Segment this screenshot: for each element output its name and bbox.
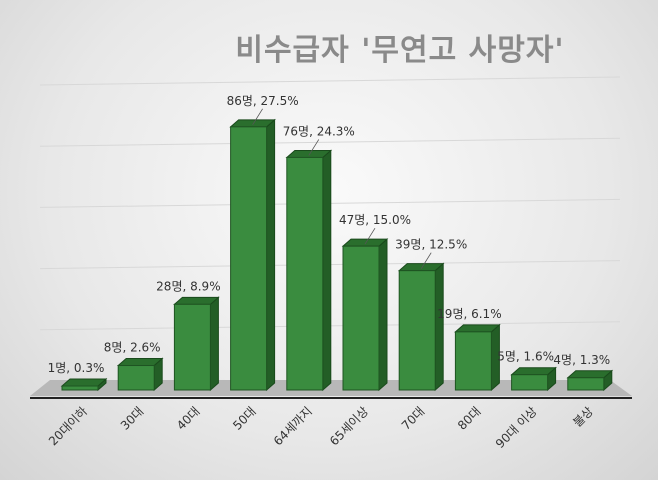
bar-front bbox=[117, 365, 155, 391]
data-label: 8명, 2.6% bbox=[104, 341, 161, 355]
bar-top bbox=[397, 263, 445, 272]
bar-side bbox=[266, 118, 276, 392]
data-label: 4명, 1.3% bbox=[553, 353, 610, 367]
bar-front bbox=[398, 270, 436, 391]
bar bbox=[229, 118, 276, 392]
leader-line bbox=[364, 227, 376, 245]
bar-top bbox=[566, 370, 614, 379]
data-label: 19명, 6.1% bbox=[437, 307, 501, 321]
data-label: 39명, 12.5% bbox=[395, 238, 467, 252]
bar-front bbox=[511, 374, 549, 391]
bar bbox=[173, 296, 220, 392]
data-label: 76명, 24.3% bbox=[283, 124, 355, 138]
bar-front bbox=[173, 303, 211, 391]
bar-top bbox=[60, 378, 108, 387]
data-label: 1명, 0.3% bbox=[48, 361, 105, 375]
bar-side bbox=[322, 149, 332, 392]
bar-top bbox=[173, 296, 220, 305]
bar-side bbox=[209, 296, 219, 392]
x-tick-label: 65세이상 bbox=[327, 404, 371, 448]
x-tick-label: 40대 bbox=[174, 404, 203, 433]
x-tick-label: 30대 bbox=[118, 404, 147, 433]
bar bbox=[285, 149, 333, 392]
x-tick-label: 불상 bbox=[570, 404, 596, 430]
bar bbox=[566, 369, 614, 392]
bar-top bbox=[116, 358, 164, 367]
leader-line bbox=[308, 139, 320, 156]
bar-front bbox=[230, 126, 268, 391]
chart-title: 비수급자 '무연고 사망자' bbox=[235, 33, 564, 68]
x-tick-label: 50대 bbox=[230, 404, 259, 433]
data-label: 47명, 15.0% bbox=[339, 213, 411, 227]
data-label: 28명, 8.9% bbox=[156, 279, 220, 293]
data-label: 86명, 27.5% bbox=[227, 94, 299, 108]
bar bbox=[397, 262, 445, 392]
leader-line bbox=[420, 252, 432, 269]
bar-front bbox=[342, 245, 380, 391]
bar bbox=[341, 238, 389, 392]
x-tick-label: 80대 bbox=[455, 404, 484, 433]
gridline bbox=[39, 137, 621, 147]
leader-line bbox=[252, 108, 263, 126]
bar-side bbox=[434, 262, 444, 392]
x-tick-label: 64세까지 bbox=[271, 404, 315, 448]
bar-top bbox=[341, 238, 389, 247]
bar-top bbox=[454, 324, 501, 333]
gridline bbox=[39, 76, 621, 86]
data-label: 5명, 1.6% bbox=[497, 350, 554, 364]
bar-front bbox=[454, 331, 492, 391]
x-tick-label: 20대이하 bbox=[46, 404, 90, 448]
bar-top bbox=[285, 149, 333, 158]
bar-top bbox=[229, 119, 276, 128]
x-tick-label: 90대 이상 bbox=[493, 404, 540, 451]
bar-top bbox=[510, 367, 557, 376]
x-tick-label: 70대 bbox=[399, 404, 428, 433]
bar-side bbox=[378, 238, 388, 392]
bar-front bbox=[567, 377, 605, 391]
bar bbox=[454, 323, 501, 392]
bar-front bbox=[61, 385, 99, 391]
bar bbox=[116, 357, 164, 392]
bar-front bbox=[286, 156, 324, 391]
bar bbox=[510, 366, 557, 392]
bar bbox=[60, 377, 108, 392]
